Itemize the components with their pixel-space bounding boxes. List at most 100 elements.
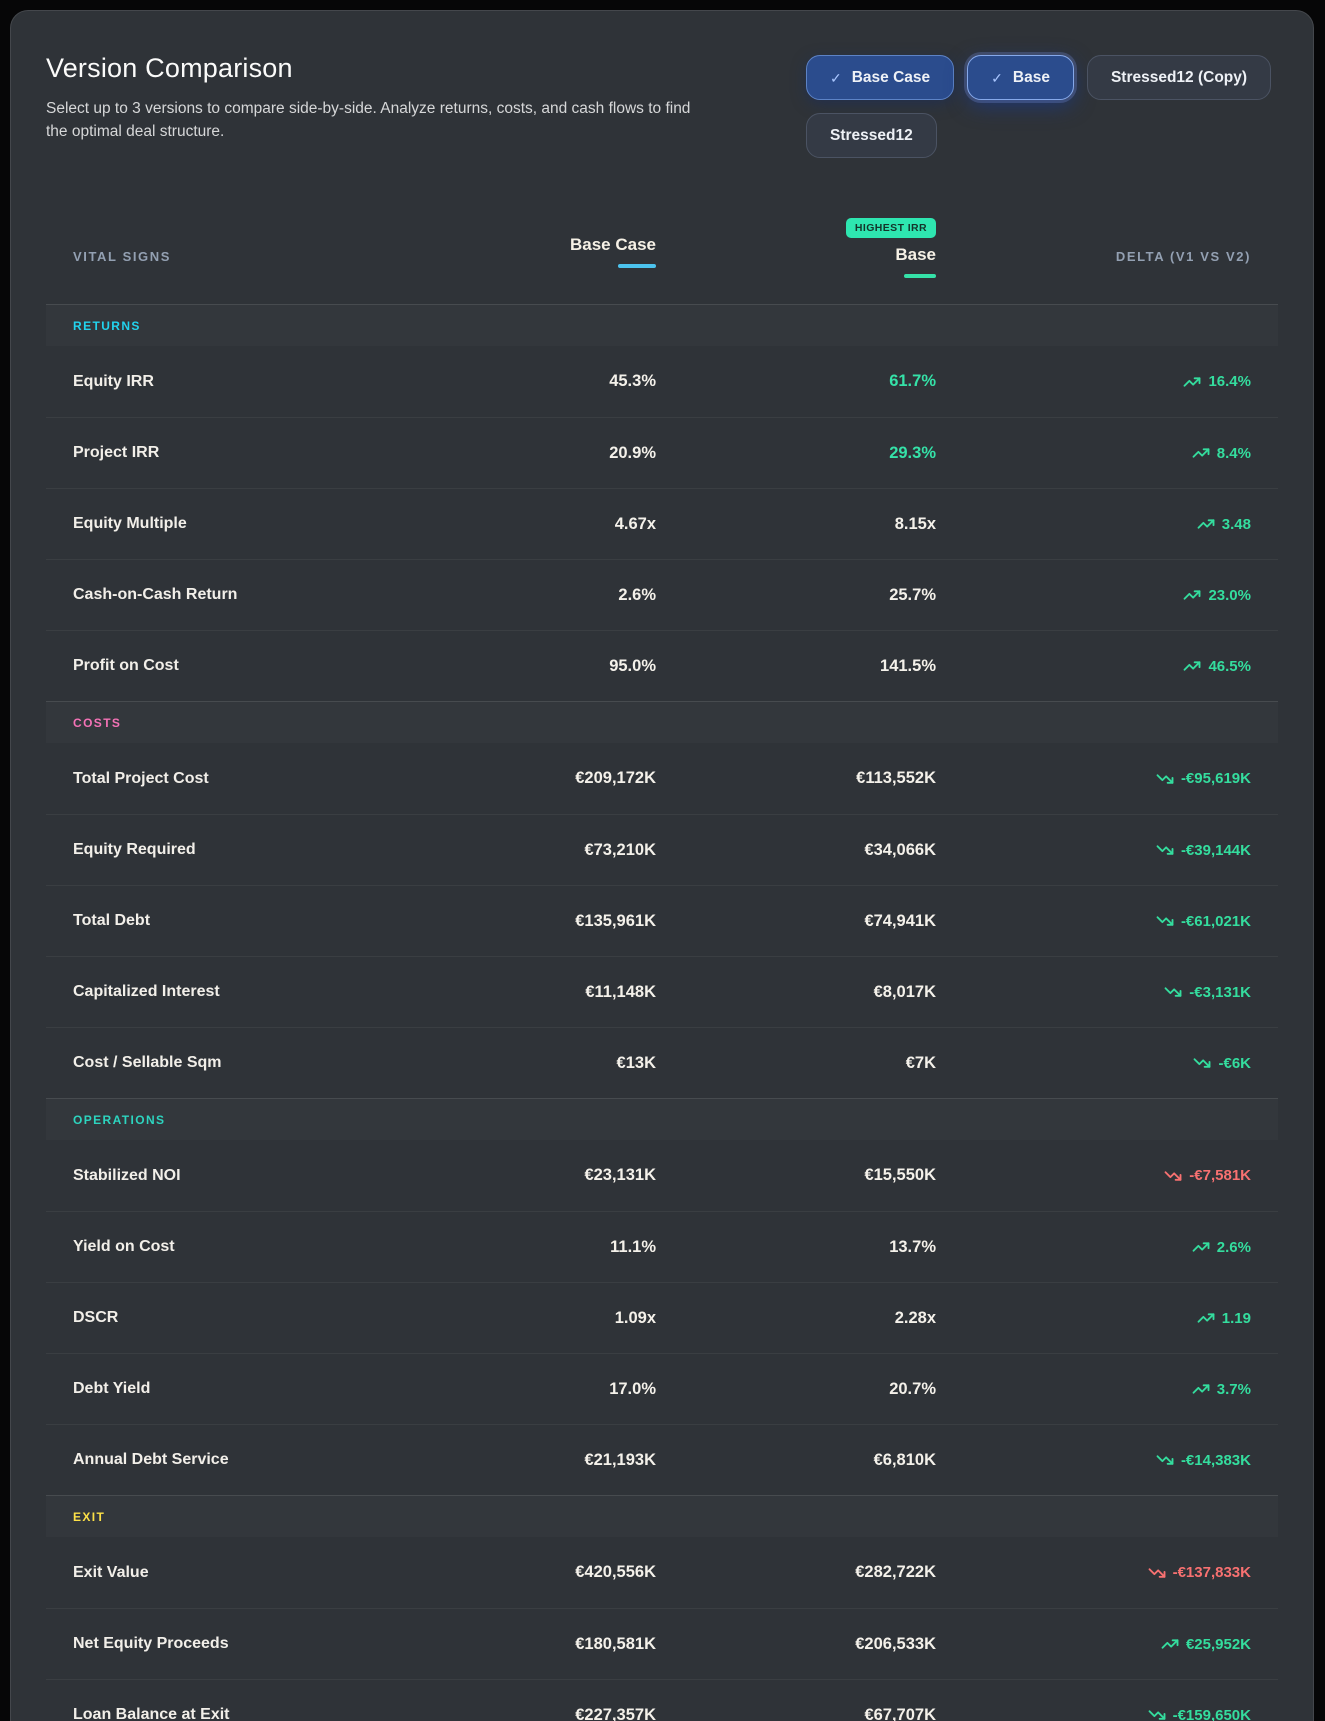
v1-value: 1.09x [614, 1308, 656, 1327]
delta-cell: 3.48 [1197, 515, 1251, 533]
delta-value: 2.6% [1216, 1238, 1251, 1256]
delta-value: -€3,131K [1189, 983, 1251, 1001]
delta-value: 23.0% [1208, 586, 1251, 604]
page-title: Version Comparison [46, 53, 293, 83]
version-selector: ✓ Base Case ✓ Base Stressed12 (Copy) Str… [806, 55, 1278, 158]
metric-row: Stabilized NOI €23,131K €15,550K -€7,581… [46, 1140, 1278, 1211]
v1-value: 11.1% [610, 1237, 656, 1256]
trending-up-icon [1184, 661, 1201, 671]
metric-label: Annual Debt Service [73, 1451, 229, 1468]
version-chip[interactable]: Stressed12 [806, 113, 937, 158]
v2-value: 141.5% [880, 656, 936, 675]
v1-value: €11,148K [585, 982, 656, 1001]
delta-cell: 16.4% [1183, 373, 1251, 391]
comparison-table-body: RETURNS Equity IRR 45.3% 61.7% 16.4% Pro… [46, 304, 1278, 1721]
v1-value: 17.0% [609, 1379, 656, 1398]
v2-value: 29.3% [889, 443, 936, 462]
metric-row: Cost / Sellable Sqm €13K €7K -€6K [46, 1027, 1278, 1098]
section-label: COSTS [73, 715, 122, 730]
v1-value: €420,556K [575, 1563, 656, 1581]
section-label: EXIT [73, 1509, 106, 1524]
v2-value: €34,066K [864, 840, 936, 859]
trending-up-icon [1192, 448, 1210, 458]
v2-value: 2.28x [894, 1308, 936, 1327]
metric-row: Annual Debt Service €21,193K €6,810K -€1… [46, 1424, 1278, 1495]
delta-value: 8.4% [1216, 444, 1251, 462]
column-header-v1: Base Case [570, 235, 656, 268]
delta-cell: -€3,131K [1164, 983, 1251, 1001]
metric-row: Yield on Cost 11.1% 13.7% 2.6% [46, 1211, 1278, 1282]
trending-down-icon [1164, 987, 1182, 997]
delta-cell: -€95,619K [1156, 770, 1251, 788]
version-chip[interactable]: ✓ Base [967, 55, 1074, 100]
version-comparison-card: Version Comparison Select up to 3 versio… [10, 10, 1314, 1721]
trending-down-icon [1194, 1058, 1211, 1068]
metric-label: Equity Multiple [73, 515, 187, 532]
version-chip[interactable]: ✓ Base Case [806, 55, 955, 100]
metric-label: Profit on Cost [73, 657, 179, 674]
v2-underline [904, 274, 936, 278]
v2-value: 13.7% [889, 1237, 936, 1256]
v1-value: 2.6% [618, 585, 656, 604]
section-header-row: COSTS [46, 701, 1278, 743]
table-header-row: VITAL SIGNS Base Case HIGHEST IRR Base D… [46, 218, 1278, 280]
delta-value: 1.19 [1221, 1309, 1251, 1327]
delta-cell: -€39,144K [1156, 841, 1251, 859]
trending-up-icon [1184, 590, 1201, 600]
delta-value: -€39,144K [1180, 841, 1251, 859]
metric-row: Equity Multiple 4.67x 8.15x 3.48 [46, 488, 1278, 559]
v1-value: €23,131K [584, 1166, 656, 1184]
v2-value: €67,707K [864, 1705, 936, 1721]
delta-cell: -€61,021K [1156, 912, 1251, 930]
delta-cell: €25,952K [1161, 1635, 1251, 1653]
header-bar: Version Comparison Select up to 3 versio… [46, 53, 1278, 158]
trending-down-icon [1156, 773, 1174, 784]
metric-row: Equity Required €73,210K €34,066K -€39,1… [46, 814, 1278, 885]
metric-row: Net Equity Proceeds €180,581K €206,533K … [46, 1608, 1278, 1679]
metric-row: DSCR 1.09x 2.28x 1.19 [46, 1282, 1278, 1353]
metric-label: DSCR [73, 1309, 119, 1326]
v1-value: €73,210K [584, 840, 656, 859]
version-chip-label: Stressed12 [830, 126, 913, 144]
v1-underline [618, 264, 656, 268]
version-chip[interactable]: Stressed12 (Copy) [1086, 55, 1272, 100]
trending-up-icon [1192, 1384, 1210, 1394]
delta-cell: -€137,833K [1148, 1564, 1251, 1582]
v1-value: 20.9% [609, 443, 656, 462]
metric-label: Loan Balance at Exit [73, 1706, 230, 1721]
v2-value: 25.7% [889, 585, 936, 604]
delta-cell: 46.5% [1183, 657, 1251, 675]
metric-label: Yield on Cost [73, 1238, 175, 1255]
delta-value: €25,952K [1185, 1635, 1251, 1653]
trending-down-icon [1156, 1455, 1174, 1465]
metric-row: Total Project Cost €209,172K €113,552K -… [46, 743, 1278, 814]
trending-up-icon [1184, 376, 1201, 387]
section-header-row: EXIT [46, 1495, 1278, 1537]
v1-value: €13K [616, 1053, 656, 1072]
metric-label: Total Debt [73, 912, 151, 929]
delta-cell: 2.6% [1192, 1238, 1251, 1256]
metric-row: Debt Yield 17.0% 20.7% 3.7% [46, 1353, 1278, 1424]
delta-value: 3.7% [1216, 1380, 1251, 1398]
v2-column-label: Base [895, 245, 936, 264]
trending-down-icon [1148, 1567, 1166, 1578]
delta-cell: -€6K [1193, 1054, 1251, 1072]
section-label: OPERATIONS [73, 1112, 166, 1127]
v1-value: 95.0% [609, 656, 656, 675]
metric-row: Cash-on-Cash Return 2.6% 25.7% 23.0% [46, 559, 1278, 630]
check-icon: ✓ [830, 69, 842, 86]
metric-label: Total Project Cost [73, 769, 209, 787]
metric-label: Debt Yield [73, 1380, 151, 1397]
v2-value: €7K [905, 1053, 936, 1072]
delta-value: -€137,833K [1172, 1564, 1251, 1581]
metric-row: Total Debt €135,961K €74,941K -€61,021K [46, 885, 1278, 956]
v1-value: 45.3% [609, 372, 656, 390]
v1-column-label: Base Case [569, 235, 656, 254]
delta-column-header: DELTA (V1 VS V2) [1115, 249, 1251, 264]
delta-cell: 23.0% [1183, 586, 1251, 604]
section-label: RETURNS [73, 318, 141, 333]
v2-value: €206,533K [855, 1634, 936, 1653]
v2-value: 8.15x [894, 514, 936, 533]
delta-cell: -€14,383K [1156, 1451, 1251, 1469]
delta-value: 46.5% [1208, 657, 1251, 675]
